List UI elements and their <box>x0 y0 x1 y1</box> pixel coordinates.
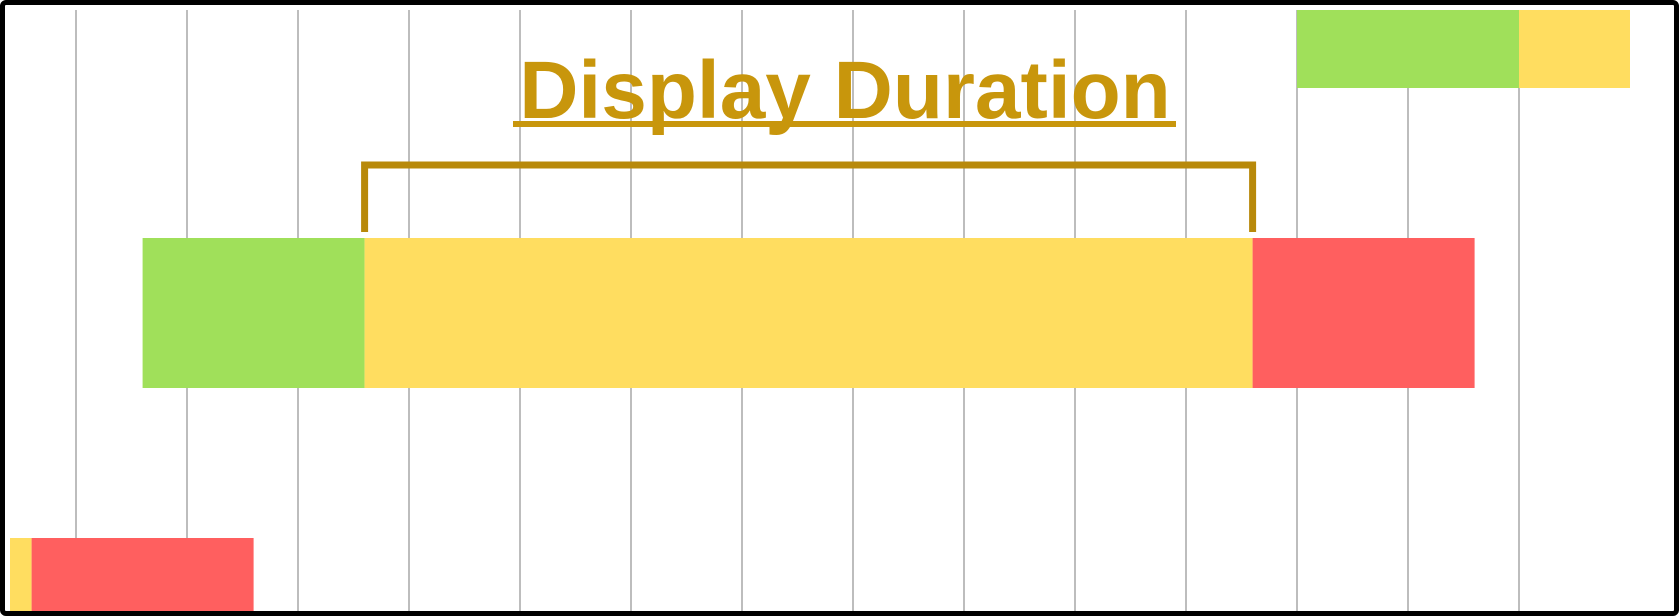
duration-bracket-line <box>361 161 1257 232</box>
row-middle-green-segment <box>142 238 365 388</box>
row-bottom-yellow-segment <box>10 538 32 611</box>
timeline-segments <box>10 10 1630 611</box>
row-top-green-segment <box>1297 10 1519 88</box>
title-underline <box>513 121 1176 127</box>
row-middle-red-segment <box>1252 238 1475 388</box>
timeline-diagram: Display Duration <box>10 10 1630 611</box>
row-bottom-red-segment <box>31 538 254 611</box>
row-middle-yellow-segment <box>364 238 1253 388</box>
duration-bracket <box>361 161 1257 232</box>
row-top-yellow-segment <box>1519 10 1630 88</box>
display-duration-title: Display Duration <box>519 45 1171 136</box>
